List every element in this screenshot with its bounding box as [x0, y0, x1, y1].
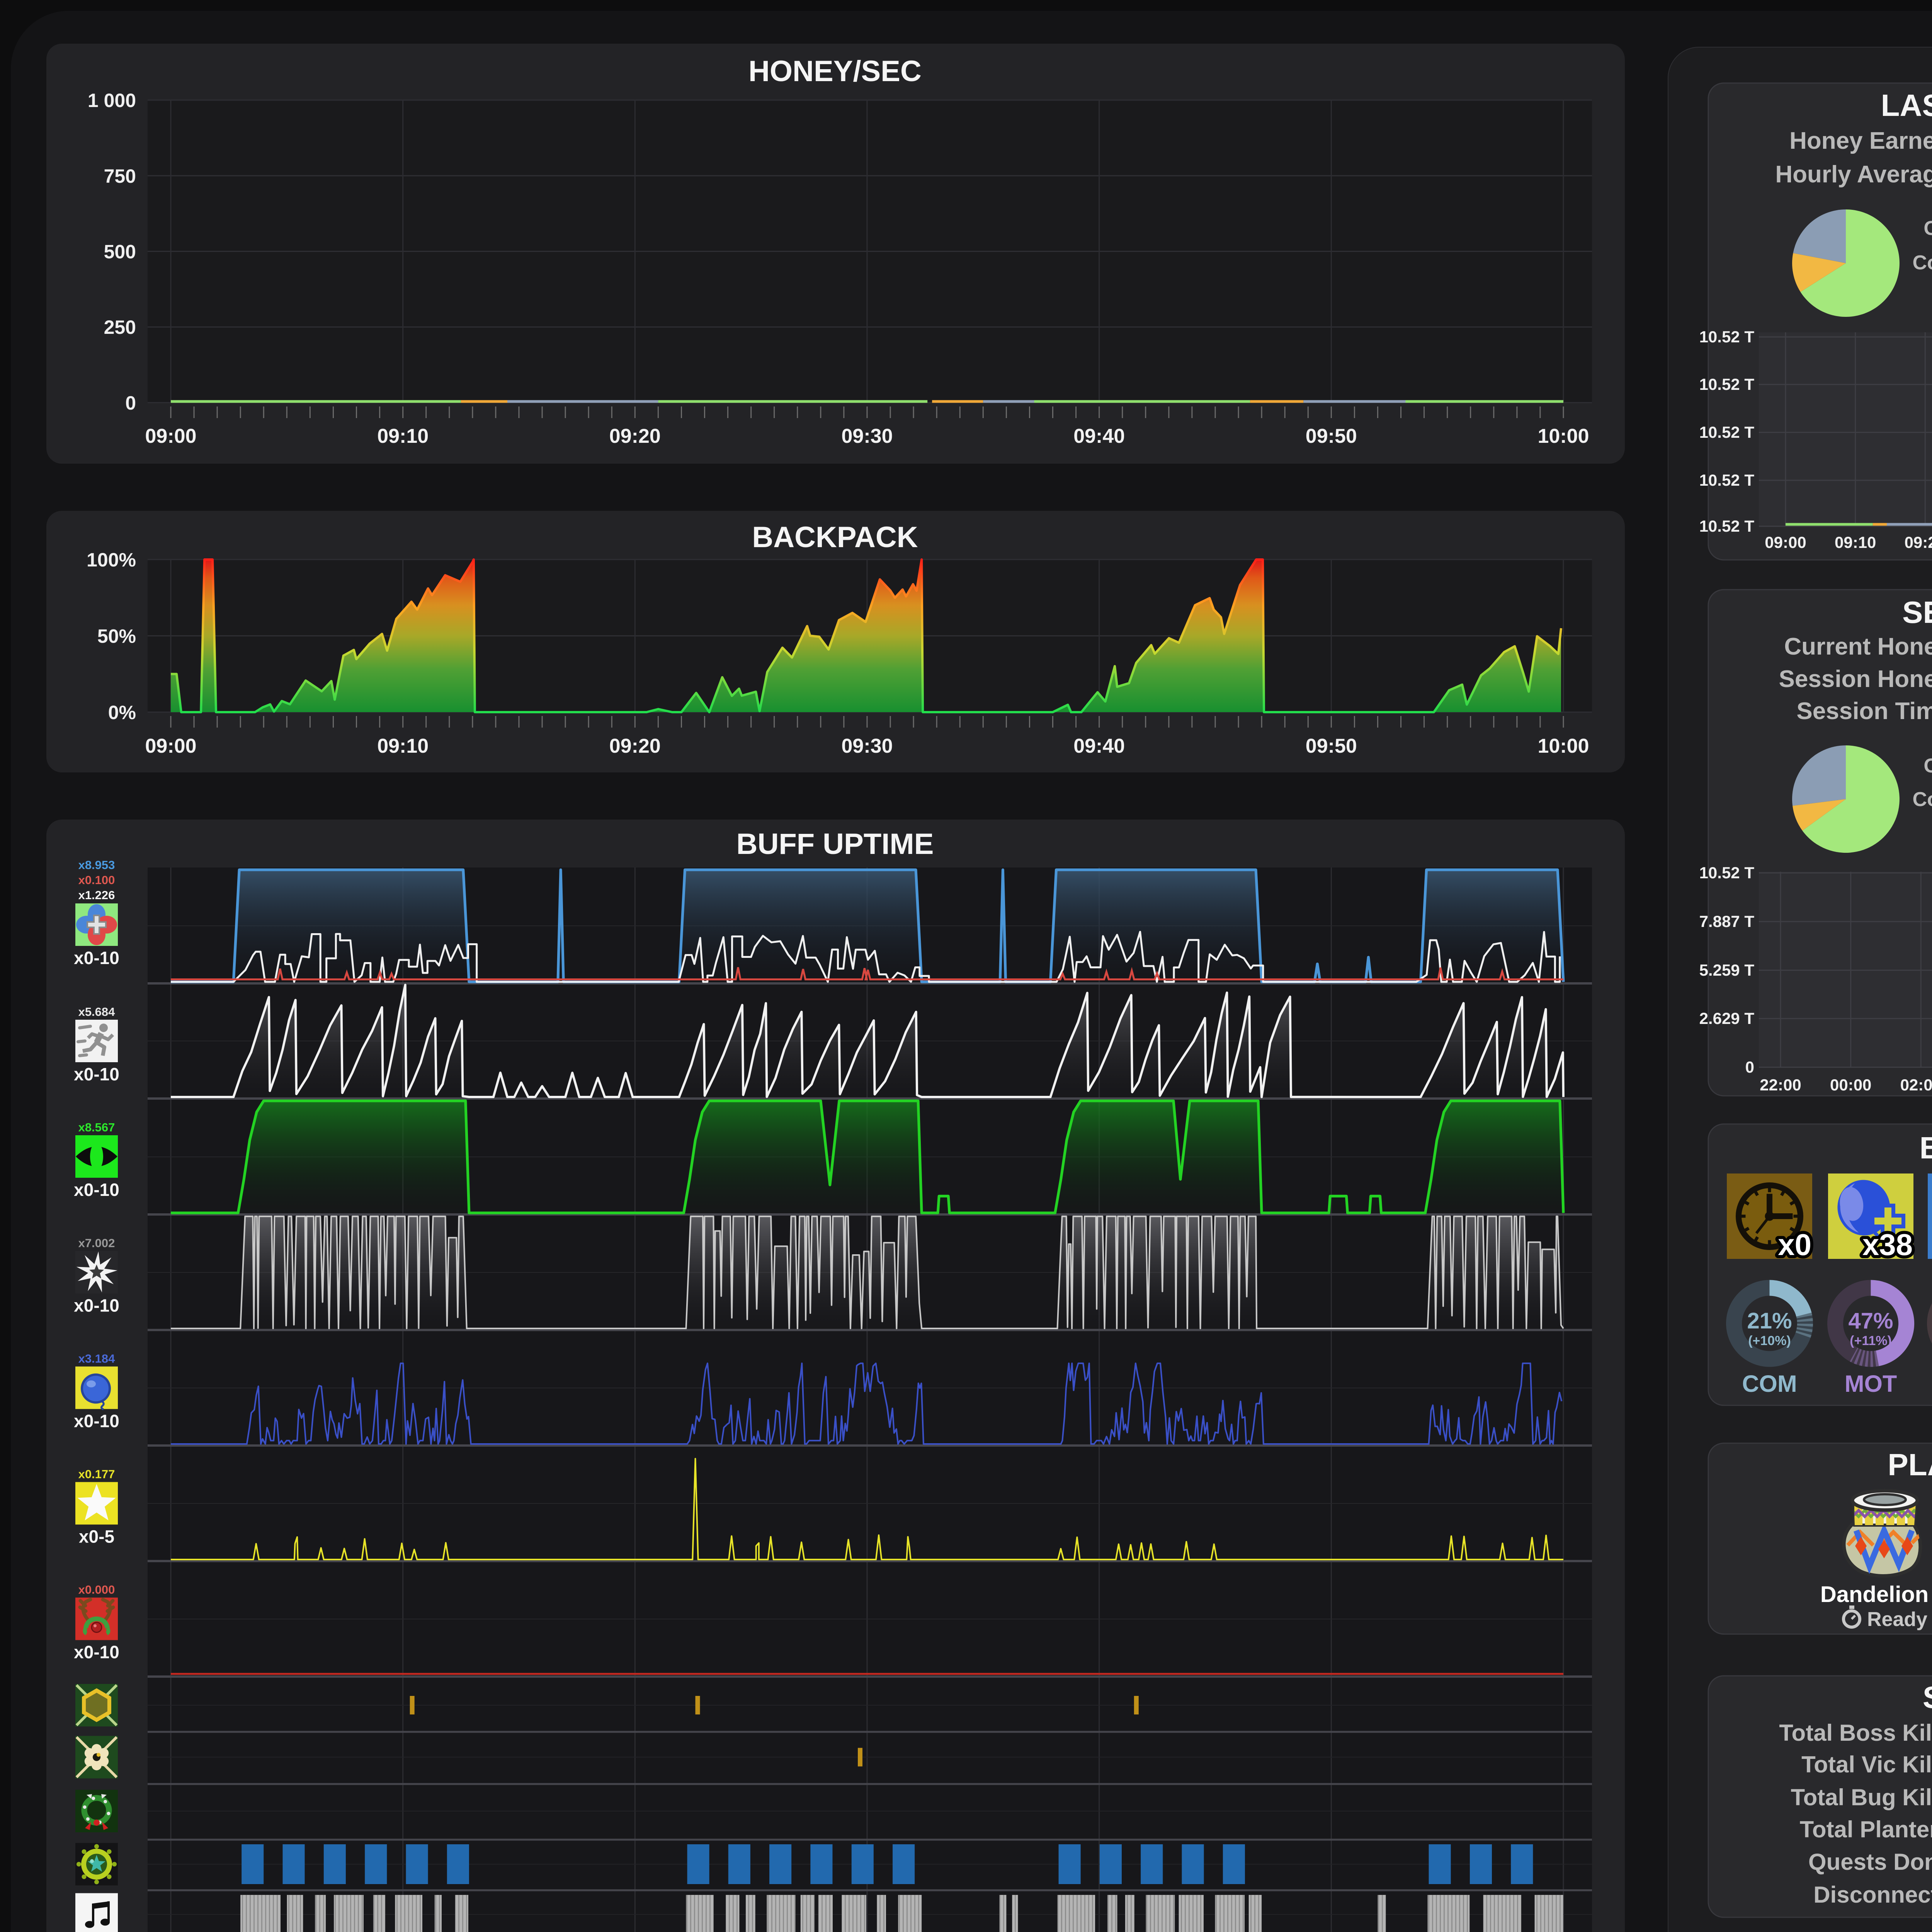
svg-text:(+11%): (+11%)	[1850, 1333, 1892, 1348]
svg-text:100%: 100%	[87, 549, 136, 571]
svg-text:BACKPACK: BACKPACK	[752, 521, 918, 554]
svg-text:x8.953: x8.953	[78, 858, 115, 872]
svg-text:x0: x0	[1778, 1228, 1811, 1262]
svg-text:09:00: 09:00	[145, 735, 197, 757]
svg-text:BUFF UPTIME: BUFF UPTIME	[736, 828, 934, 861]
svg-text:SESSION: SESSION	[1902, 595, 1932, 629]
svg-text:09:00: 09:00	[1765, 533, 1806, 551]
svg-text:Session Honey: Session Honey	[1779, 666, 1932, 692]
svg-text:00:00: 00:00	[1830, 1076, 1871, 1094]
svg-text:Total Bug Kills: Total Bug Kills	[1791, 1784, 1932, 1810]
svg-text:750: 750	[104, 165, 136, 187]
svg-text:09:10: 09:10	[377, 425, 429, 447]
svg-text:x7.002: x7.002	[78, 1236, 115, 1250]
svg-text:02:00: 02:00	[1900, 1076, 1932, 1094]
svg-text:10:00: 10:00	[1538, 425, 1589, 447]
svg-text:2.629 T: 2.629 T	[1699, 1009, 1755, 1027]
svg-text:09:20: 09:20	[609, 735, 661, 757]
svg-text:Total Boss Kills: Total Boss Kills	[1779, 1720, 1932, 1746]
svg-text:Session Time: Session Time	[1796, 698, 1932, 724]
svg-text:x0-10: x0-10	[74, 1180, 119, 1200]
svg-text:Dandelion: Dandelion	[1820, 1582, 1929, 1607]
svg-text:BUFFS: BUFFS	[1920, 1131, 1932, 1165]
svg-text:250: 250	[104, 316, 136, 338]
svg-text:09:50: 09:50	[1306, 735, 1357, 757]
svg-text:Quests Done: Quests Done	[1808, 1849, 1932, 1875]
svg-text:21%: 21%	[1747, 1308, 1792, 1333]
svg-text:09:40: 09:40	[1073, 735, 1125, 757]
svg-text:Current Honey: Current Honey	[1784, 633, 1932, 660]
svg-text:10.52 T: 10.52 T	[1699, 517, 1755, 535]
svg-text:LAST HOUR: LAST HOUR	[1881, 88, 1932, 122]
svg-text:x0.100: x0.100	[78, 873, 115, 887]
svg-text:10:00: 10:00	[1538, 735, 1589, 757]
svg-text:0%: 0%	[108, 702, 136, 723]
svg-text:50%: 50%	[97, 626, 136, 647]
svg-text:x0-10: x0-10	[74, 1411, 119, 1431]
svg-text:x0-10: x0-10	[74, 1642, 119, 1662]
svg-text:500: 500	[104, 241, 136, 263]
svg-text:Ready: Ready	[1867, 1608, 1927, 1631]
svg-text:Disconnects: Disconnects	[1813, 1882, 1932, 1908]
svg-text:x0-5: x0-5	[79, 1527, 114, 1547]
svg-text:10.52 T: 10.52 T	[1699, 864, 1755, 882]
svg-text:x5.684: x5.684	[78, 1005, 116, 1019]
svg-text:x3.184: x3.184	[78, 1352, 116, 1366]
svg-text:10.52 T: 10.52 T	[1699, 423, 1755, 441]
svg-text:09:20: 09:20	[609, 425, 661, 447]
svg-text:PLANTERS: PLANTERS	[1888, 1447, 1932, 1482]
svg-text:Convert: Convert	[1913, 252, 1932, 274]
svg-text:x0-10: x0-10	[74, 1064, 119, 1084]
svg-text:Hourly Average: Hourly Average	[1775, 161, 1932, 188]
svg-text:STATS: STATS	[1923, 1680, 1932, 1714]
svg-text:09:10: 09:10	[377, 735, 429, 757]
svg-text:0: 0	[1745, 1058, 1754, 1076]
svg-text:Gather: Gather	[1923, 755, 1932, 777]
svg-text:10.52 T: 10.52 T	[1699, 375, 1755, 393]
svg-text:Total Planters: Total Planters	[1800, 1816, 1932, 1842]
svg-text:10.52 T: 10.52 T	[1699, 328, 1755, 346]
svg-text:x0.000: x0.000	[78, 1583, 115, 1597]
svg-text:HONEY/SEC: HONEY/SEC	[748, 55, 922, 88]
svg-text:Total Vic Kills: Total Vic Kills	[1801, 1752, 1932, 1777]
svg-text:x8.567: x8.567	[78, 1121, 115, 1134]
svg-text:MOT: MOT	[1845, 1371, 1897, 1397]
svg-text:5.259 T: 5.259 T	[1699, 961, 1755, 979]
svg-text:Convert: Convert	[1913, 788, 1932, 811]
svg-text:0: 0	[125, 392, 136, 414]
svg-text:22:00: 22:00	[1760, 1076, 1801, 1094]
svg-text:x0-10: x0-10	[74, 948, 119, 968]
svg-text:09:50: 09:50	[1306, 425, 1357, 447]
svg-text:09:30: 09:30	[842, 425, 893, 447]
svg-text:09:30: 09:30	[842, 735, 893, 757]
svg-text:Honey Earned: Honey Earned	[1789, 128, 1932, 154]
svg-text:09:10: 09:10	[1835, 533, 1876, 551]
svg-text:(+10%): (+10%)	[1748, 1333, 1791, 1348]
svg-text:COM: COM	[1742, 1371, 1797, 1397]
svg-text:x0-10: x0-10	[74, 1296, 119, 1316]
svg-text:10.52 T: 10.52 T	[1699, 471, 1755, 489]
svg-text:09:00: 09:00	[145, 425, 197, 447]
svg-text:47%: 47%	[1848, 1308, 1893, 1333]
svg-text:09:20: 09:20	[1905, 533, 1932, 551]
svg-text:x1.226: x1.226	[78, 888, 115, 902]
svg-text:Gather: Gather	[1923, 217, 1932, 240]
svg-text:x0.177: x0.177	[78, 1468, 115, 1481]
svg-text:x38: x38	[1862, 1228, 1913, 1262]
svg-text:7.887 T: 7.887 T	[1699, 912, 1755, 930]
svg-text:1 000: 1 000	[88, 90, 136, 111]
svg-text:09:40: 09:40	[1073, 425, 1125, 447]
